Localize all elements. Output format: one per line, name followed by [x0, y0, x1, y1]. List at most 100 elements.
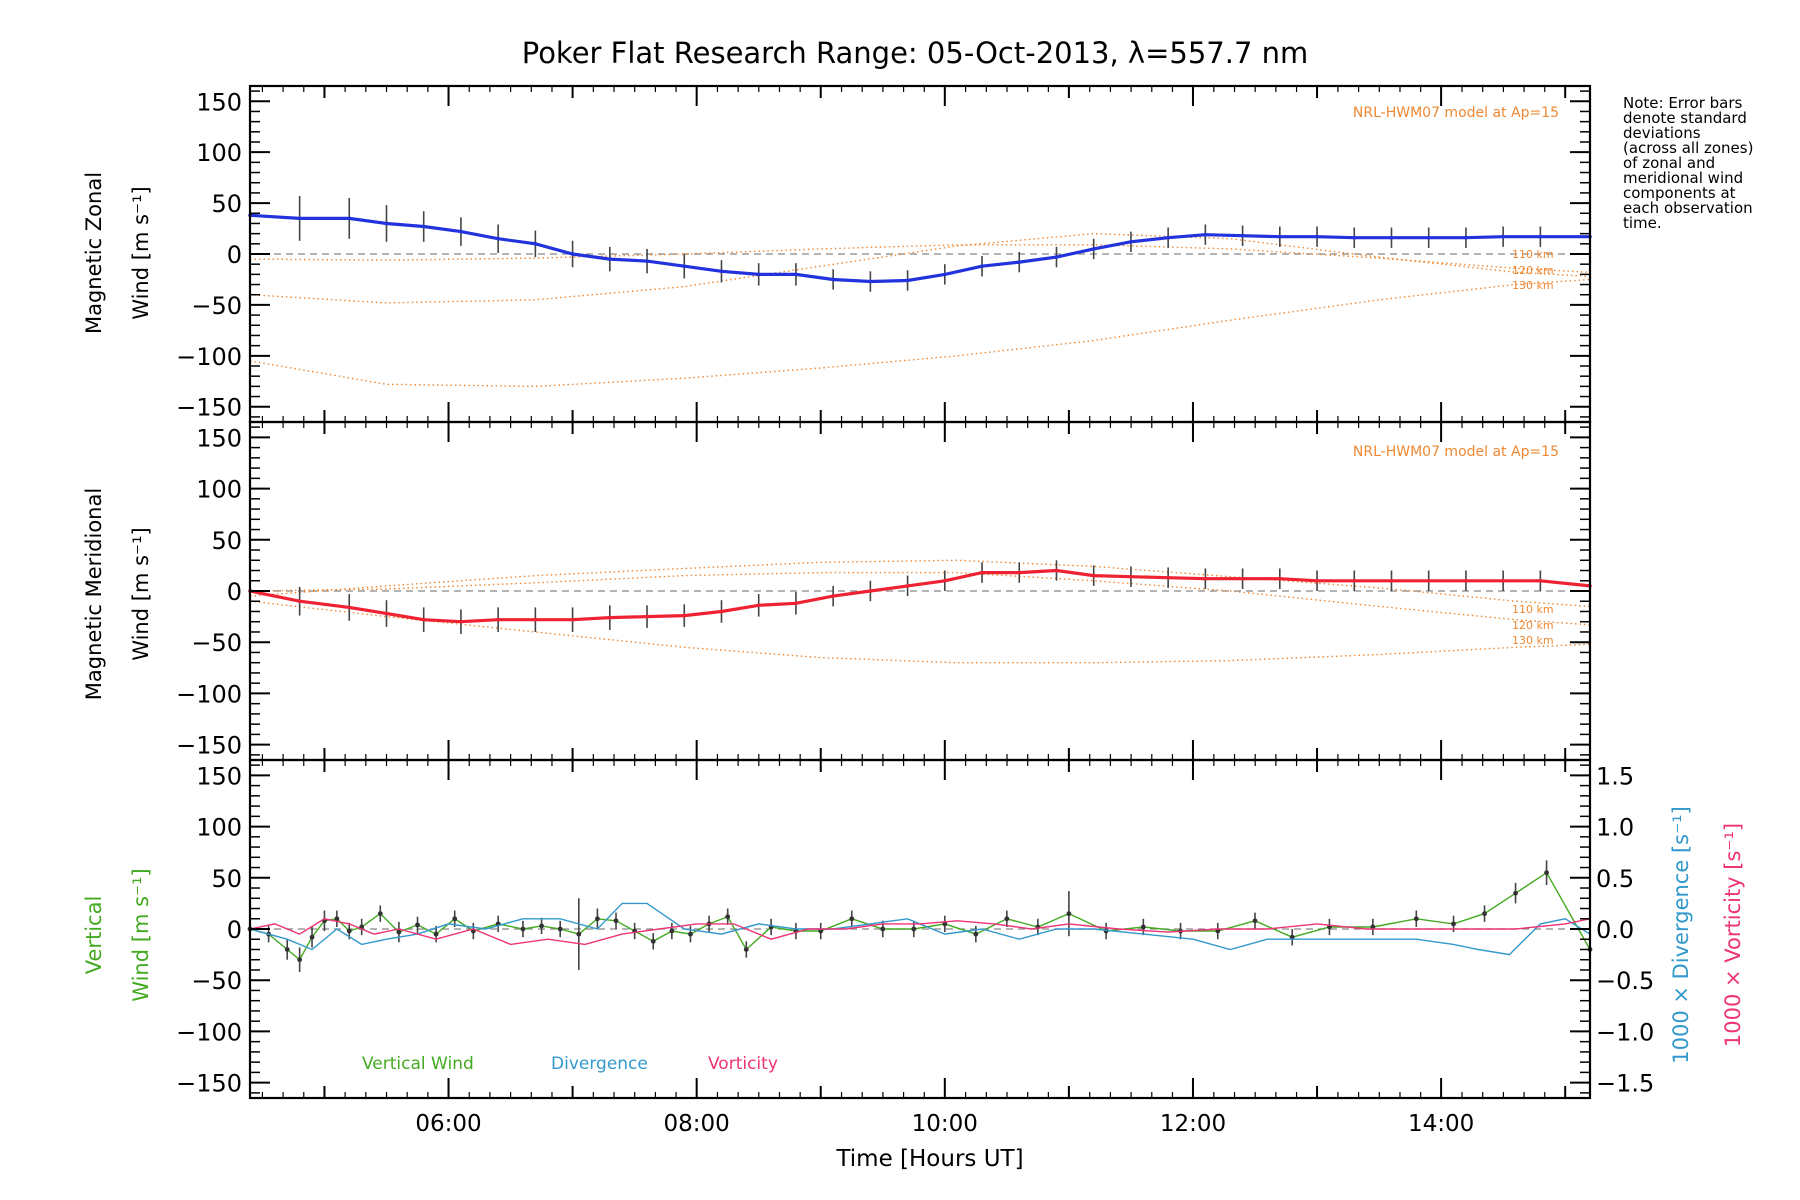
chart-title: Poker Flat Research Range: 05-Oct-2013, … — [522, 36, 1309, 70]
data-point — [756, 272, 761, 277]
divergence-axis-label: 1000 × Divergence [s⁻¹] — [1669, 806, 1693, 1064]
data-point — [433, 931, 439, 937]
zonal-alt-label-120: 120 km — [1512, 264, 1554, 277]
right-y-tick-label: 1.5 — [1596, 762, 1634, 790]
data-point — [415, 922, 420, 928]
data-point — [1017, 260, 1022, 264]
data-point — [608, 257, 612, 261]
data-point — [346, 928, 352, 934]
y-tick-label: −150 — [176, 1070, 242, 1098]
data-point — [868, 279, 873, 284]
data-point — [557, 926, 563, 932]
data-point — [1129, 574, 1133, 579]
data-point — [396, 929, 402, 935]
right-y-tick-label: 0.0 — [1596, 916, 1634, 944]
meridional-ylabel-line2: Wind [m s⁻¹] — [129, 527, 153, 660]
data-point — [377, 911, 383, 917]
data-point — [725, 914, 731, 920]
data-point — [719, 269, 724, 274]
data-point — [688, 931, 693, 937]
data-point — [682, 613, 687, 618]
note-line: time. — [1623, 214, 1662, 232]
vertical-ylabel-line2: Wind [m s⁻¹] — [129, 868, 153, 1001]
y-tick-label: 0 — [227, 916, 242, 944]
data-point — [384, 221, 389, 226]
data-point — [1352, 235, 1357, 240]
data-point — [1544, 870, 1549, 876]
data-point — [650, 938, 656, 944]
y-tick-label: −100 — [176, 680, 242, 708]
data-point — [297, 599, 302, 604]
data-point — [1129, 239, 1133, 244]
data-point — [1513, 890, 1518, 896]
data-point — [334, 916, 340, 922]
data-point — [1413, 916, 1419, 922]
data-point — [756, 603, 761, 608]
y-tick-label: −100 — [176, 1018, 242, 1046]
data-point — [1140, 924, 1146, 930]
y-tick-label: 150 — [196, 424, 242, 452]
data-point — [1004, 916, 1010, 922]
vorticity-axis-label: 1000 × Vorticity [s⁻¹] — [1721, 823, 1745, 1047]
model-curve-120km — [249, 232, 1591, 304]
data-point — [868, 589, 873, 593]
series-line-vertical-wind — [249, 871, 1591, 961]
zonal-model-label: NRL-HWM07 model at Ap=15 — [1353, 105, 1559, 121]
data-point — [911, 926, 917, 932]
data-point — [608, 615, 612, 620]
model-curve-110km — [249, 244, 1591, 273]
error-bar-note: Note: Error bars denote standard deviati… — [1623, 96, 1793, 231]
note-line: Note: Error bars — [1623, 94, 1743, 112]
data-point — [1315, 234, 1319, 239]
meridional-ylabel-line1: Magnetic Meridional — [82, 488, 106, 700]
data-point — [496, 236, 500, 241]
data-point — [421, 617, 426, 622]
data-point — [1451, 921, 1456, 927]
data-point — [1370, 924, 1376, 930]
data-point — [1240, 233, 1245, 238]
data-point — [1054, 568, 1059, 573]
x-tick-label: 12:00 — [1160, 1111, 1226, 1137]
legend-divergence: Divergence — [551, 1054, 648, 1074]
zonal-panel: −150 −100 −50 0 50 100 150 — [176, 84, 1592, 424]
data-point — [1278, 576, 1282, 581]
right-y-tick-label: −1.5 — [1596, 1070, 1654, 1098]
data-point — [831, 277, 835, 282]
data-point — [1389, 578, 1394, 583]
data-point — [347, 605, 352, 610]
data-point — [297, 216, 302, 221]
data-point — [1426, 235, 1431, 240]
data-point — [452, 916, 458, 922]
x-axis-label: Time [Hours UT] — [835, 1146, 1023, 1172]
right-y-tick-label: 0.5 — [1596, 865, 1634, 893]
data-point — [297, 957, 303, 963]
meridional-alt-label-120: 120 km — [1512, 619, 1554, 632]
x-tick-label: 08:00 — [664, 1111, 730, 1137]
data-point — [595, 916, 600, 922]
data-point — [1389, 235, 1394, 240]
data-point — [645, 614, 649, 619]
data-point — [570, 617, 575, 622]
data-point — [1501, 234, 1505, 239]
data-point — [284, 947, 290, 952]
data-point — [1352, 578, 1357, 583]
data-point — [496, 617, 500, 622]
data-point — [905, 584, 910, 588]
data-point — [719, 609, 724, 614]
note-line: each observation — [1623, 199, 1753, 217]
legend-vorticity: Vorticity — [708, 1054, 778, 1074]
right-y-tick-label: −0.5 — [1596, 967, 1654, 995]
data-point — [570, 252, 575, 256]
data-point — [1215, 928, 1221, 934]
note-line: components at — [1623, 184, 1736, 202]
data-point — [1091, 573, 1096, 578]
data-point — [980, 264, 984, 269]
data-point — [533, 617, 538, 622]
y-tick-label: −50 — [191, 629, 242, 657]
y-tick-label: 100 — [196, 139, 242, 167]
data-point — [831, 594, 835, 598]
data-point — [943, 272, 947, 277]
series-line-vorticity — [249, 918, 1591, 946]
zonal-alt-label-130: 130 km — [1512, 279, 1554, 292]
